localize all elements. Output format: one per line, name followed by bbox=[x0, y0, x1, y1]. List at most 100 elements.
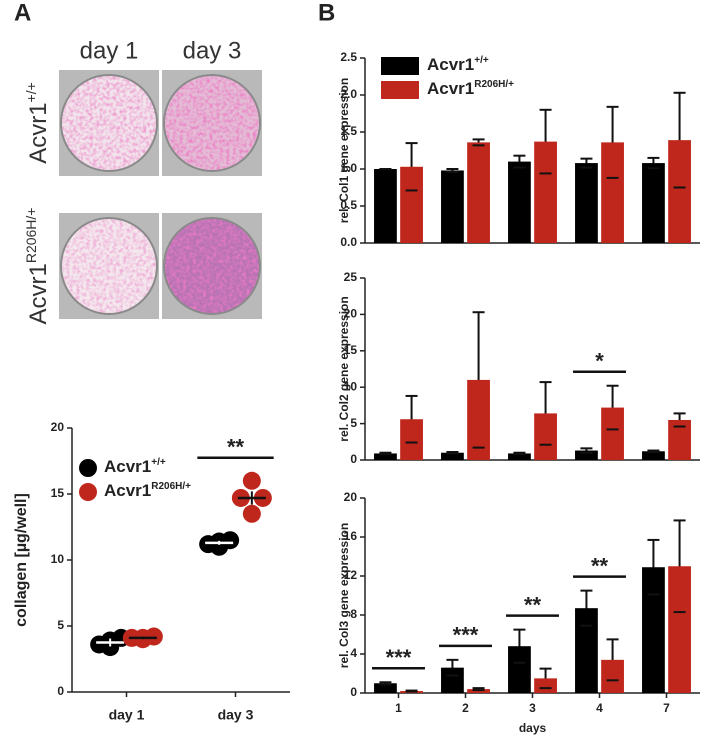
significance-label: *** bbox=[453, 623, 479, 648]
significance-label: * bbox=[595, 349, 604, 374]
y-tick-label: 8 bbox=[350, 607, 357, 621]
legend-name: Acvr1 bbox=[427, 79, 474, 98]
row-label: Acvr1+/+ bbox=[23, 82, 53, 164]
panel-label: A bbox=[14, 0, 31, 26]
legend-name: Acvr1 bbox=[104, 457, 151, 476]
dot bbox=[242, 471, 261, 490]
y-tick-label: 15 bbox=[51, 486, 65, 500]
y-tick-label: 0 bbox=[57, 684, 64, 698]
bar bbox=[642, 163, 665, 243]
y-tick-label: 12 bbox=[344, 568, 358, 582]
bar bbox=[668, 140, 691, 243]
bar bbox=[508, 453, 531, 460]
y-tick-label: 10 bbox=[51, 552, 65, 566]
bar bbox=[508, 646, 531, 693]
bar bbox=[642, 451, 665, 460]
legend-marker bbox=[381, 57, 419, 75]
legend-label: Acvr1+/+ bbox=[104, 457, 166, 476]
bar bbox=[534, 413, 557, 460]
bar bbox=[441, 667, 464, 693]
bar bbox=[668, 419, 691, 460]
bar bbox=[441, 170, 464, 243]
chart: 0 5 10 15 20 day 1 day 3 collagen [µg/well] ** Ac… bbox=[13, 420, 290, 723]
bar bbox=[400, 166, 423, 243]
legend-sup: R206H/+ bbox=[151, 481, 191, 492]
y-tick-label: 15 bbox=[344, 343, 358, 357]
row-label: Acvr1R206H/+ bbox=[23, 207, 53, 324]
column-label: day 3 bbox=[183, 37, 242, 64]
legend-sup: R206H/+ bbox=[474, 79, 514, 90]
y-tick-label: 0 bbox=[350, 685, 357, 699]
y-tick-label: 0 bbox=[350, 452, 357, 466]
y-axis-label: rel. Col2 gene expression bbox=[337, 296, 351, 441]
bar bbox=[374, 683, 397, 693]
bar bbox=[575, 163, 598, 243]
row-label-sup: +/+ bbox=[23, 82, 39, 102]
y-tick-label: 2.5 bbox=[340, 50, 357, 64]
chart: 0.0 0.5 1.0 1.5 2.0 2.5 rel. Col1 gene express… bbox=[337, 50, 700, 249]
y-axis-label: rel. Col1 gene expression bbox=[337, 78, 351, 223]
y-tick-label: 5 bbox=[350, 416, 357, 430]
legend-marker bbox=[381, 81, 419, 99]
y-tick-label: 0.0 bbox=[340, 235, 357, 249]
legend-label: Acvr1R206H/+ bbox=[427, 79, 514, 98]
bar bbox=[441, 452, 464, 460]
y-tick-label: 20 bbox=[51, 420, 65, 434]
x-tick-label: 1 bbox=[395, 701, 402, 715]
bar bbox=[374, 453, 397, 460]
legend-label: Acvr1+/+ bbox=[427, 55, 489, 74]
y-tick-label: 16 bbox=[344, 529, 358, 543]
bar bbox=[467, 379, 490, 460]
bar bbox=[668, 566, 691, 693]
bar bbox=[374, 169, 397, 243]
x-tick-label: 2 bbox=[462, 701, 469, 715]
bar bbox=[575, 450, 598, 460]
y-tick-label: 1.5 bbox=[340, 124, 357, 138]
x-axis-label: days bbox=[519, 721, 547, 735]
y-tick-label: 5 bbox=[57, 618, 64, 632]
row-label-sup: R206H/+ bbox=[23, 207, 39, 263]
x-tick-label: 4 bbox=[596, 701, 603, 715]
significance-label: ** bbox=[591, 553, 609, 578]
y-tick-label: 10 bbox=[344, 379, 358, 393]
legend-sup: +/+ bbox=[151, 457, 166, 468]
legend-marker bbox=[79, 483, 97, 501]
bar bbox=[508, 161, 531, 243]
bar bbox=[534, 678, 557, 693]
legend-label: Acvr1R206H/+ bbox=[104, 481, 191, 500]
column-label: day 1 bbox=[80, 37, 139, 64]
dot bbox=[242, 504, 261, 523]
legend-name: Acvr1 bbox=[104, 481, 151, 500]
well-images bbox=[59, 70, 262, 319]
chart: 0 5 10 15 20 25 rel. Col2 gene expression * bbox=[337, 270, 700, 466]
legend-sup: +/+ bbox=[474, 55, 489, 66]
row-label-text: Acvr1 bbox=[25, 263, 52, 324]
bar bbox=[601, 659, 624, 693]
x-tick-label: day 1 bbox=[109, 707, 145, 723]
bar bbox=[467, 142, 490, 243]
x-tick-label: 3 bbox=[529, 701, 536, 715]
y-tick-label: 25 bbox=[344, 270, 358, 284]
row-label-text: Acvr1 bbox=[25, 102, 52, 163]
y-tick-label: 1.0 bbox=[340, 161, 357, 175]
bar bbox=[601, 407, 624, 460]
significance-label: *** bbox=[386, 645, 412, 670]
panel-label: B bbox=[318, 0, 335, 26]
significance-label: ** bbox=[227, 435, 245, 460]
y-tick-label: 2.0 bbox=[340, 87, 357, 101]
y-tick-label: 20 bbox=[344, 490, 358, 504]
significance-label: ** bbox=[524, 592, 542, 617]
y-tick-label: 4 bbox=[350, 646, 357, 660]
bar bbox=[534, 141, 557, 243]
bar bbox=[400, 419, 423, 460]
bar bbox=[642, 567, 665, 693]
dot bbox=[210, 537, 229, 556]
y-tick-label: 0.5 bbox=[340, 198, 357, 212]
y-tick-label: 20 bbox=[344, 307, 358, 321]
y-axis-label: rel. Col3 gene expression bbox=[337, 523, 351, 668]
y-axis-label: collagen [µg/well] bbox=[13, 493, 30, 627]
bar bbox=[601, 142, 624, 243]
legend-name: Acvr1 bbox=[427, 55, 474, 74]
